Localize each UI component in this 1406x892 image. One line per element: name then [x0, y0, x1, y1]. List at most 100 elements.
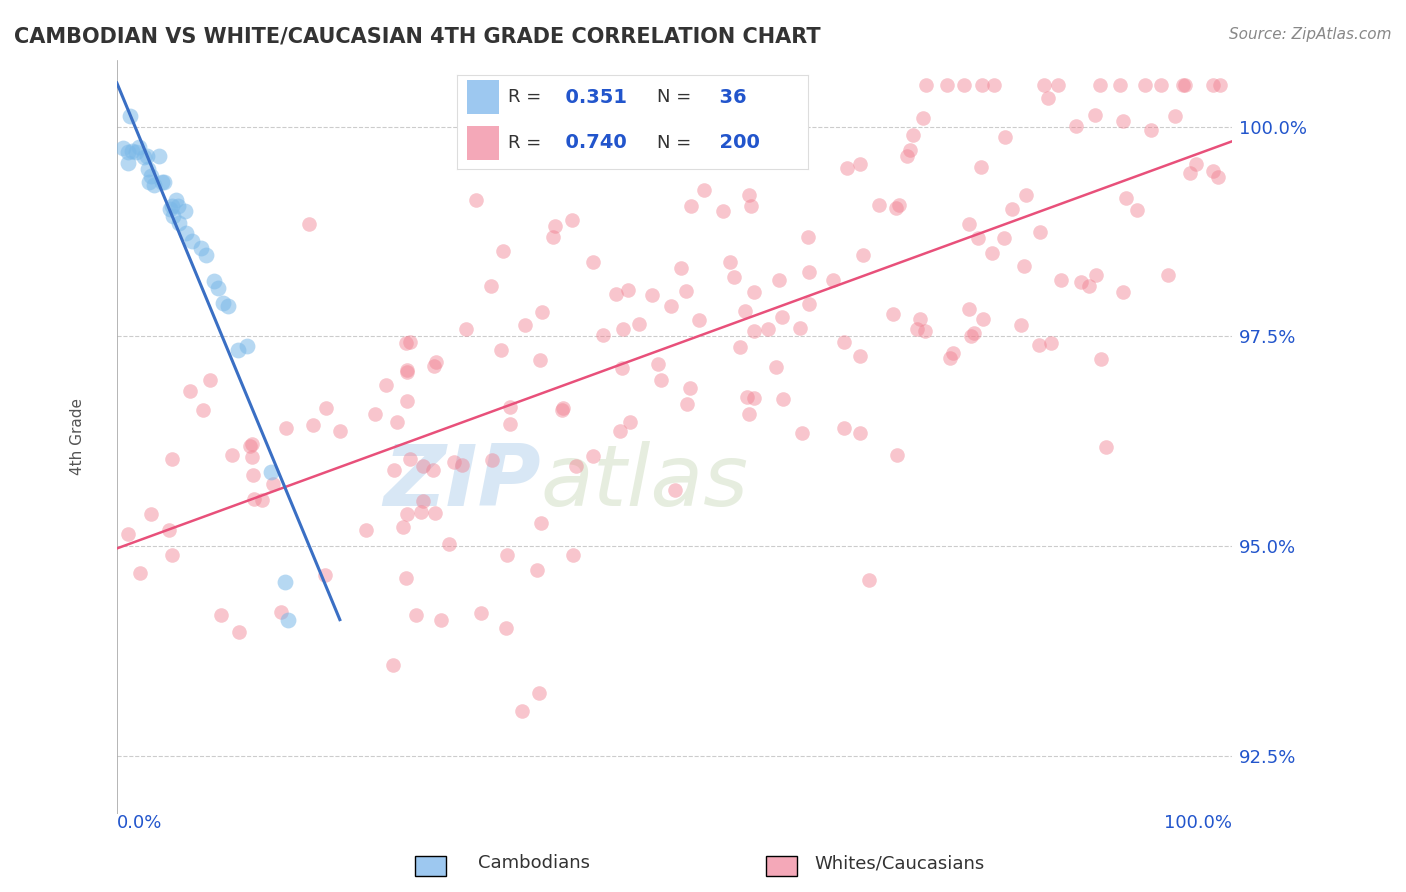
Point [834, 421, 856, 435]
Point [763, 88, 786, 103]
Point [993, 129, 1015, 144]
Point [1112, 113, 1135, 128]
Point [209, 607, 232, 622]
Point [959, 328, 981, 343]
Point [790, 425, 813, 440]
Point [492, 244, 515, 258]
Point [1133, 78, 1156, 92]
Point [821, 273, 844, 287]
Point [117, 145, 139, 159]
Point [148, 149, 170, 163]
Point [789, 320, 811, 334]
Point [756, 322, 779, 336]
Point [900, 143, 922, 157]
Point [396, 394, 419, 409]
Point [1050, 273, 1073, 287]
Point [886, 448, 908, 462]
Point [669, 261, 692, 276]
Point [464, 193, 486, 207]
Point [1202, 78, 1225, 92]
Point [396, 362, 419, 376]
Point [1095, 441, 1118, 455]
Point [239, 439, 262, 453]
Point [1206, 170, 1229, 185]
Point [529, 686, 551, 700]
Point [693, 183, 716, 197]
Point [125, 145, 148, 159]
Point [529, 353, 551, 368]
Point [530, 305, 553, 319]
Point [849, 349, 872, 363]
Point [236, 339, 259, 353]
Point [277, 613, 299, 627]
Point [972, 78, 994, 92]
Point [430, 613, 453, 627]
Text: atlas: atlas [540, 441, 748, 524]
Point [1001, 202, 1024, 216]
Point [1090, 352, 1112, 367]
Point [910, 312, 932, 326]
Point [723, 269, 745, 284]
Point [565, 459, 588, 474]
Point [957, 218, 980, 232]
Point [262, 477, 284, 491]
Point [394, 571, 416, 585]
Point [412, 459, 434, 474]
Point [605, 287, 627, 301]
Point [240, 437, 263, 451]
Point [399, 452, 422, 467]
Point [1039, 336, 1062, 351]
Point [734, 304, 756, 318]
Point [1015, 188, 1038, 202]
Point [1185, 157, 1208, 171]
Point [1112, 285, 1135, 300]
Point [136, 161, 159, 176]
Point [242, 491, 264, 506]
Point [650, 373, 672, 387]
Point [159, 523, 181, 537]
Point [737, 188, 759, 202]
Point [1209, 78, 1232, 92]
Point [162, 199, 184, 213]
Point [905, 321, 928, 335]
Point [641, 288, 664, 302]
Point [659, 299, 682, 313]
Point [869, 198, 891, 212]
Point [409, 505, 432, 519]
Point [212, 296, 235, 310]
Point [314, 568, 336, 582]
Point [939, 351, 962, 366]
Point [167, 216, 190, 230]
Text: 100.0%: 100.0% [1164, 814, 1232, 832]
Point [132, 150, 155, 164]
Point [681, 199, 703, 213]
Point [901, 128, 924, 143]
Point [240, 450, 263, 464]
Point [768, 273, 790, 287]
Point [983, 78, 1005, 92]
Point [742, 392, 765, 406]
Point [510, 705, 533, 719]
Point [1032, 78, 1054, 92]
Point [190, 241, 212, 255]
Point [150, 175, 173, 189]
Point [914, 325, 936, 339]
Point [180, 234, 202, 248]
Point [612, 322, 634, 336]
Point [675, 78, 697, 92]
Point [1036, 90, 1059, 104]
Point [382, 463, 405, 477]
Point [582, 255, 605, 269]
Point [135, 148, 157, 162]
Point [609, 424, 631, 438]
Point [1084, 268, 1107, 283]
Point [530, 516, 553, 530]
Point [1090, 78, 1112, 92]
Point [396, 366, 419, 380]
Point [1164, 109, 1187, 123]
Point [207, 281, 229, 295]
Point [912, 112, 935, 126]
Point [117, 527, 139, 541]
Point [742, 324, 765, 338]
Point [526, 563, 548, 577]
